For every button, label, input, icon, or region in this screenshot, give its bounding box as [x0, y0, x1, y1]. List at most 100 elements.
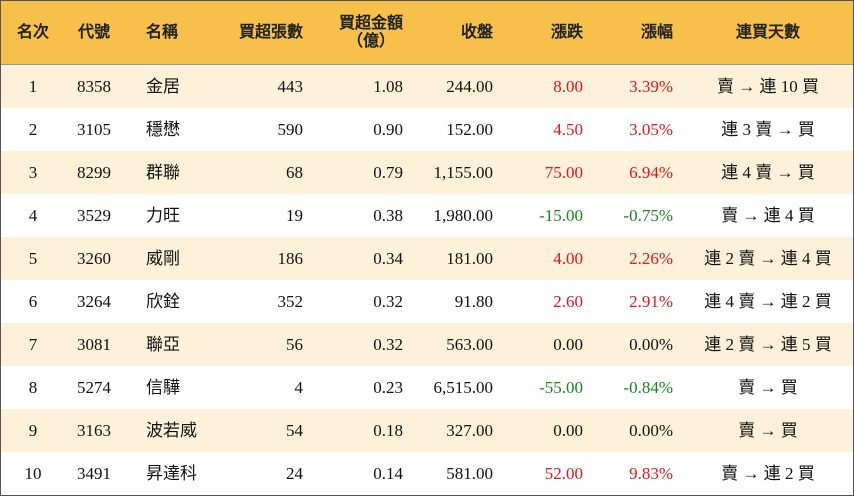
change-pct: 3.05%	[629, 119, 673, 139]
close: 152.00	[446, 119, 493, 139]
streak: 賣 → 買	[738, 420, 798, 440]
change-pct: 6.94%	[629, 162, 673, 182]
name: 群聯	[146, 162, 180, 182]
table-row: 3 8299 群聯 68 0.79 1,155.00 75.00 6.94% 連 4 賣 → 買	[1, 151, 853, 194]
table-row: 10 3491 昇達科 24 0.14 581.00 52.00 9.83% 賣 → 連 2 買	[1, 452, 853, 495]
change: 0.00	[553, 334, 583, 354]
rank: 5	[28, 248, 38, 268]
code: 8358	[77, 76, 111, 96]
name: 信驊	[146, 377, 180, 397]
header-cell: 連買天數	[735, 23, 800, 41]
rank: 7	[28, 334, 38, 354]
rank: 8	[28, 377, 38, 397]
rank: 2	[28, 119, 38, 139]
net-buy-lots: 443	[277, 76, 304, 96]
net-buy-lots: 54	[286, 420, 303, 440]
change: -55.00	[539, 377, 583, 397]
header-cell: 名稱	[146, 23, 179, 41]
change-pct: 3.39%	[629, 76, 673, 96]
header-cell: 漲幅	[640, 23, 673, 41]
rank: 4	[28, 205, 38, 225]
change-pct: 9.83%	[629, 463, 673, 483]
net-buy-amount: 0.14	[373, 463, 403, 483]
net-buy-amount: 0.38	[373, 205, 403, 225]
change-pct: 2.26%	[629, 248, 673, 268]
rank: 3	[28, 162, 38, 182]
net-buy-amount: 0.18	[373, 420, 403, 440]
header-cell: 名次	[16, 23, 49, 41]
streak: 賣 → 連 4 買	[721, 205, 815, 225]
code: 3264	[77, 291, 111, 311]
close: 327.00	[446, 420, 493, 440]
code: 3081	[77, 334, 111, 354]
header-cell: 買超張數	[238, 23, 303, 41]
table-row: 8 5274 信驊 4 0.23 6,515.00 -55.00 -0.84% 賣 → 買	[1, 366, 853, 409]
change-pct: 2.91%	[629, 291, 673, 311]
streak: 連 3 賣 → 買	[721, 119, 815, 139]
change: 0.00	[553, 420, 583, 440]
net-buy-amount: 0.32	[373, 334, 403, 354]
rank: 9	[28, 420, 38, 440]
net-buy-amount: 1.08	[373, 76, 403, 96]
close: 244.00	[446, 76, 493, 96]
name: 威剛	[146, 248, 180, 268]
change: 4.00	[553, 248, 583, 268]
close: 6,515.00	[433, 377, 494, 397]
code: 8299	[77, 162, 111, 182]
table-row: 5 3260 威剛 186 0.34 181.00 4.00 2.26% 連 2 賣 → 連 4…	[1, 237, 853, 280]
net-buy-amount: 0.79	[373, 162, 403, 182]
code: 3491	[77, 463, 111, 483]
change-pct: 0.00%	[629, 334, 673, 354]
net-buy-lots: 4	[294, 377, 304, 397]
table-row: 1 8358 金居 443 1.08 244.00 8.00 3.39% 賣 → 連 10 買	[1, 65, 853, 108]
close: 1,155.00	[433, 162, 494, 182]
code: 3163	[77, 420, 111, 440]
streak: 賣 → 連 2 買	[721, 463, 815, 483]
net-buy-amount: 0.23	[373, 377, 403, 397]
streak: 連 2 賣 → 連 5 買	[704, 334, 832, 354]
name: 昇達科	[146, 463, 197, 483]
code: 5274	[77, 377, 111, 397]
streak: 賣 → 買	[738, 377, 798, 397]
table-row: 9 3163 波若威 54 0.18 327.00 0.00 0.00% 賣 → 買	[1, 409, 853, 452]
net-buy-lots: 68	[286, 162, 303, 182]
close: 181.00	[446, 248, 493, 268]
net-buy-lots: 186	[277, 248, 304, 268]
net-buy-amount: 0.34	[373, 248, 403, 268]
change: 8.00	[553, 76, 583, 96]
net-buy-lots: 590	[277, 119, 304, 139]
change: 4.50	[553, 119, 583, 139]
streak: 連 2 賣 → 連 4 買	[704, 248, 832, 268]
rank: 6	[28, 291, 38, 311]
table-row: 4 3529 力旺 19 0.38 1,980.00 -15.00 -0.75% 賣 → 連 4…	[1, 194, 853, 237]
rank: 10	[24, 463, 42, 483]
code: 3260	[77, 248, 111, 268]
close: 563.00	[446, 334, 493, 354]
change-pct: -0.75%	[623, 205, 673, 225]
name: 波若威	[146, 420, 197, 440]
header-cell: 代號	[77, 23, 110, 41]
net-buy-amount: 0.32	[373, 291, 403, 311]
name: 金居	[146, 76, 180, 96]
table-row: 2 3105 穩懋 590 0.90 152.00 4.50 3.05% 連 3 賣 → 買	[1, 108, 853, 151]
net-buy-lots: 352	[277, 291, 304, 311]
rank: 1	[28, 76, 38, 96]
name: 穩懋	[146, 119, 180, 139]
close: 91.80	[454, 291, 493, 311]
code: 3105	[77, 119, 111, 139]
header-cell: 漲跌	[550, 23, 583, 41]
change: 2.60	[553, 291, 583, 311]
header-cell: 買超金額 （億）	[338, 14, 403, 50]
close: 581.00	[446, 463, 493, 483]
header-cell: 收盤	[460, 23, 493, 41]
net-buy-lots: 24	[286, 463, 303, 483]
header-row: 名次 代號 名稱 買超張數 買超金額 （億） 收盤 漲跌 漲幅 連買天數	[1, 1, 853, 65]
streak: 連 4 賣 → 連 2 買	[704, 291, 832, 311]
net-buy-lots: 56	[286, 334, 303, 354]
change-pct: 0.00%	[629, 420, 673, 440]
close: 1,980.00	[433, 205, 494, 225]
change: -15.00	[539, 205, 583, 225]
change: 75.00	[544, 162, 583, 182]
streak: 連 4 賣 → 買	[721, 162, 815, 182]
change: 52.00	[544, 463, 583, 483]
